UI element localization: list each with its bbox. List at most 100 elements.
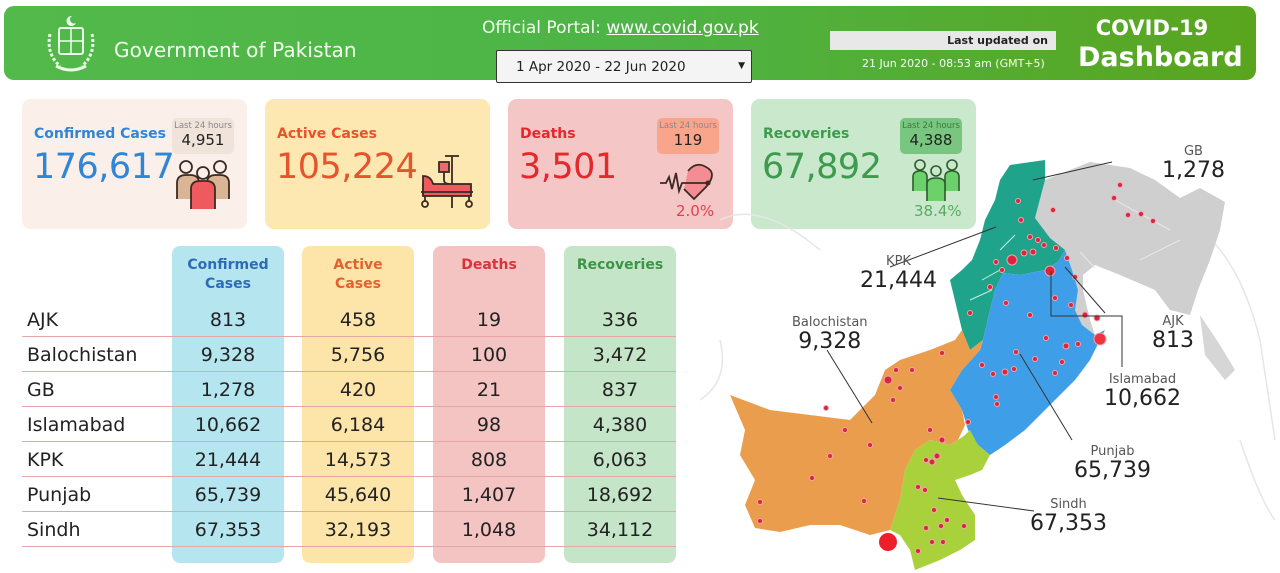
badge-label: Last 24 hours <box>659 121 717 131</box>
recoveries-value: 4,380 <box>592 414 648 436</box>
table-row: GB 1,278 420 21 837 <box>22 372 676 407</box>
confirmed-column-bg <box>172 246 284 563</box>
recovery-rate-percent: 38.4% <box>914 202 962 220</box>
deaths-value: 100 <box>470 344 508 366</box>
date-range-select[interactable]: 1 Apr 2020 - 22 Jun 2020 ▼ <box>496 50 752 83</box>
header-recoveries: Recoveries <box>576 257 664 273</box>
recoveries-column-bg <box>564 246 676 563</box>
recovered-people-icon <box>912 159 960 201</box>
confirmed-value: 21,444 <box>194 449 262 471</box>
region-name: Punjab <box>1090 444 1135 459</box>
deaths-value: 1,048 <box>461 519 517 541</box>
deaths-value: 98 <box>476 414 502 436</box>
badge-value: 4,388 <box>909 131 953 149</box>
dashboard-title-line2: Dashboard <box>1078 42 1243 73</box>
active-column-bg <box>302 246 414 563</box>
header-text: Cases <box>335 276 381 292</box>
active-value: 5,756 <box>330 344 386 366</box>
recoveries-value: 6,063 <box>592 449 648 471</box>
region-name: AJK <box>1162 314 1184 329</box>
government-title: Government of Pakistan <box>114 38 357 62</box>
recoveries-card: Recoveries 67,892 Last 24 hours 4,388 38… <box>751 99 976 229</box>
active-cases-card: Active Cases 105,224 <box>265 99 490 229</box>
map-label-islamabad: Islamabad 10,662 <box>1104 373 1181 410</box>
map-label-punjab: Punjab 65,739 <box>1074 445 1151 482</box>
deaths-value: 21 <box>476 379 502 401</box>
table-row: KPK 21,444 14,573 808 6,063 <box>22 442 676 477</box>
dashboard-title: COVID-19 Dashboard <box>1078 16 1243 73</box>
portal-link[interactable]: www.covid.gov.pk <box>606 18 759 38</box>
active-value: 6,184 <box>330 414 386 436</box>
last-24-hours-badge: Last 24 hours 119 <box>657 118 719 154</box>
region-name: KPK <box>886 254 911 269</box>
last-24-hours-badge: Last 24 hours 4,388 <box>900 118 962 154</box>
region-name: AJK <box>27 309 59 331</box>
badge-value: 119 <box>673 131 703 149</box>
pakistan-emblem-icon <box>47 15 95 72</box>
region-table: AJK 813 458 19 336 Balochistan 9,328 5,7… <box>22 302 676 547</box>
active-value: 14,573 <box>324 449 392 471</box>
badge-value: 4,951 <box>181 131 225 149</box>
header-active: Active Cases <box>302 256 414 294</box>
card-value: 176,617 <box>33 147 175 187</box>
deaths-value: 1,407 <box>461 484 517 506</box>
active-value: 45,640 <box>324 484 392 506</box>
card-label: Deaths <box>520 126 576 142</box>
card-label: Confirmed Cases <box>34 126 167 142</box>
last-updated-time: 21 Jun 2020 - 08:53 am (GMT+5) <box>862 57 1045 70</box>
hospital-bed-icon <box>421 155 473 208</box>
confirmed-value: 1,278 <box>200 379 256 401</box>
map-label-sindh: Sindh 67,353 <box>1030 498 1107 535</box>
region-name: Islamabad <box>1108 372 1177 387</box>
deaths-column-bg <box>433 246 545 563</box>
dashboard-title-line1: COVID-19 <box>1095 16 1209 40</box>
deaths-card: Deaths 3,501 Last 24 hours 119 2.0% <box>508 99 733 229</box>
recoveries-value: 18,692 <box>586 484 654 506</box>
region-name: GB <box>1183 144 1203 159</box>
region-name: Balochistan <box>792 315 868 330</box>
card-value: 67,892 <box>762 147 882 187</box>
map-graphic <box>699 160 1276 570</box>
map-label-gb: GB 1,278 <box>1162 145 1225 182</box>
map-label-kpk: KPK 21,444 <box>860 255 937 292</box>
table-row: Islamabad 10,662 6,184 98 4,380 <box>22 407 676 442</box>
region-value: 813 <box>1152 328 1194 353</box>
card-value: 105,224 <box>276 147 418 187</box>
confirmed-value: 813 <box>209 309 247 331</box>
region-name: GB <box>27 379 55 401</box>
region-name: Sindh <box>1050 497 1087 512</box>
active-value: 32,193 <box>324 519 392 541</box>
last-updated-label: Last updated on <box>830 31 1056 50</box>
recoveries-value: 3,472 <box>592 344 648 366</box>
region-value: 67,353 <box>1030 511 1107 536</box>
header-text: Active <box>333 257 383 273</box>
region-value: 1,278 <box>1162 158 1225 183</box>
header-confirmed: Confirmed Cases <box>172 256 284 294</box>
header-deaths: Deaths <box>461 257 517 273</box>
badge-label: Last 24 hours <box>174 121 232 131</box>
portal-label: Official Portal: <box>482 18 607 38</box>
recoveries-value: 336 <box>601 309 639 331</box>
confirmed-value: 10,662 <box>194 414 262 436</box>
region-name: Islamabad <box>27 414 126 436</box>
table-row: Sindh 67,353 32,193 1,048 34,112 <box>22 512 676 547</box>
confirmed-cases-card: Confirmed Cases 176,617 Last 24 hours 4,… <box>22 99 247 229</box>
region-value: 10,662 <box>1104 386 1181 411</box>
region-value: 21,444 <box>860 268 937 293</box>
map-label-balochistan: Balochistan 9,328 <box>792 316 868 353</box>
official-portal: Official Portal: www.covid.gov.pk <box>482 18 759 38</box>
active-value: 420 <box>339 379 377 401</box>
pakistan-map[interactable]: GB 1,278 KPK 21,444 AJK 813 Balochistan … <box>699 140 1280 573</box>
region-value: 65,739 <box>1074 458 1151 483</box>
table-row: AJK 813 458 19 336 <box>22 302 676 337</box>
deaths-value: 19 <box>476 309 502 331</box>
deaths-value: 808 <box>470 449 508 471</box>
recoveries-value: 34,112 <box>586 519 654 541</box>
dropdown-arrow-icon: ▼ <box>738 61 745 71</box>
table-row: Balochistan 9,328 5,756 100 3,472 <box>22 337 676 372</box>
confirmed-value: 65,739 <box>194 484 262 506</box>
region-name: KPK <box>27 449 64 471</box>
people-group-icon <box>176 160 230 209</box>
confirmed-value: 67,353 <box>194 519 262 541</box>
card-value: 3,501 <box>519 147 617 187</box>
